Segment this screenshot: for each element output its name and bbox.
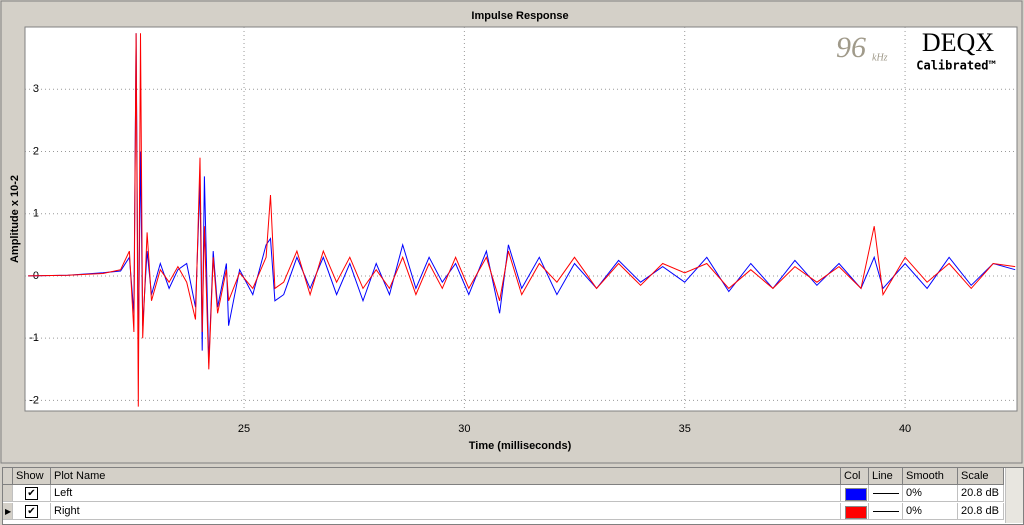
y-axis-label: Amplitude x 10-2 bbox=[9, 175, 21, 263]
line-style bbox=[873, 511, 899, 512]
column-header: Show bbox=[13, 468, 51, 485]
x-tick-label: 25 bbox=[238, 423, 250, 435]
y-tick-label: -2 bbox=[29, 394, 39, 406]
y-tick-label: 3 bbox=[33, 83, 39, 95]
show-cell[interactable]: ✔ bbox=[13, 503, 51, 520]
show-cell[interactable]: ✔ bbox=[13, 485, 51, 502]
chart: Impulse Response Time (milliseconds) Amp… bbox=[0, 0, 1023, 464]
plot-area bbox=[24, 26, 1018, 412]
scale-cell: 20.8 dB bbox=[958, 485, 1004, 502]
row-header: ▶ bbox=[3, 503, 13, 520]
y-tick-label: 1 bbox=[33, 208, 39, 220]
plot-table: Show Plot Name Col Line Smooth Scale ✔ Le… bbox=[2, 467, 1024, 525]
logo-tagline: Calibrated™ bbox=[916, 59, 995, 73]
color-swatch[interactable] bbox=[845, 488, 867, 501]
color-cell bbox=[841, 503, 869, 520]
x-tick-label: 30 bbox=[458, 423, 470, 435]
column-header: Smooth bbox=[903, 468, 958, 485]
plot-name[interactable]: Right bbox=[51, 503, 841, 520]
scrollbar[interactable] bbox=[1005, 468, 1023, 523]
color-cell bbox=[841, 485, 869, 502]
line-cell bbox=[869, 503, 903, 520]
smooth-cell: 0% bbox=[903, 485, 958, 502]
row-header bbox=[3, 485, 13, 502]
x-tick-label: 35 bbox=[679, 423, 691, 435]
checkbox[interactable]: ✔ bbox=[25, 487, 38, 500]
smooth-cell: 0% bbox=[903, 503, 958, 520]
x-tick-label: 40 bbox=[899, 423, 911, 435]
logo-rate-unit: kHz bbox=[872, 52, 888, 63]
column-header: Line bbox=[869, 468, 903, 485]
y-tick-label: -1 bbox=[29, 332, 39, 344]
column-header: Scale bbox=[958, 468, 1004, 485]
scale-cell: 20.8 dB bbox=[958, 503, 1004, 520]
plot-name[interactable]: Left bbox=[51, 485, 841, 502]
checkbox[interactable]: ✔ bbox=[25, 505, 38, 518]
line-cell bbox=[869, 485, 903, 502]
logo-brand: DEQX bbox=[922, 28, 994, 57]
line-style bbox=[873, 493, 899, 494]
column-header: Col bbox=[841, 468, 869, 485]
x-axis-label: Time (milliseconds) bbox=[469, 440, 572, 452]
logo-rate: 96 bbox=[836, 31, 866, 64]
y-tick-label: 2 bbox=[33, 145, 39, 157]
row-header bbox=[3, 468, 13, 485]
chart-title: Impulse Response bbox=[471, 10, 568, 22]
column-header: Plot Name bbox=[51, 468, 841, 485]
color-swatch[interactable] bbox=[845, 506, 867, 519]
data-line bbox=[28, 33, 1016, 407]
